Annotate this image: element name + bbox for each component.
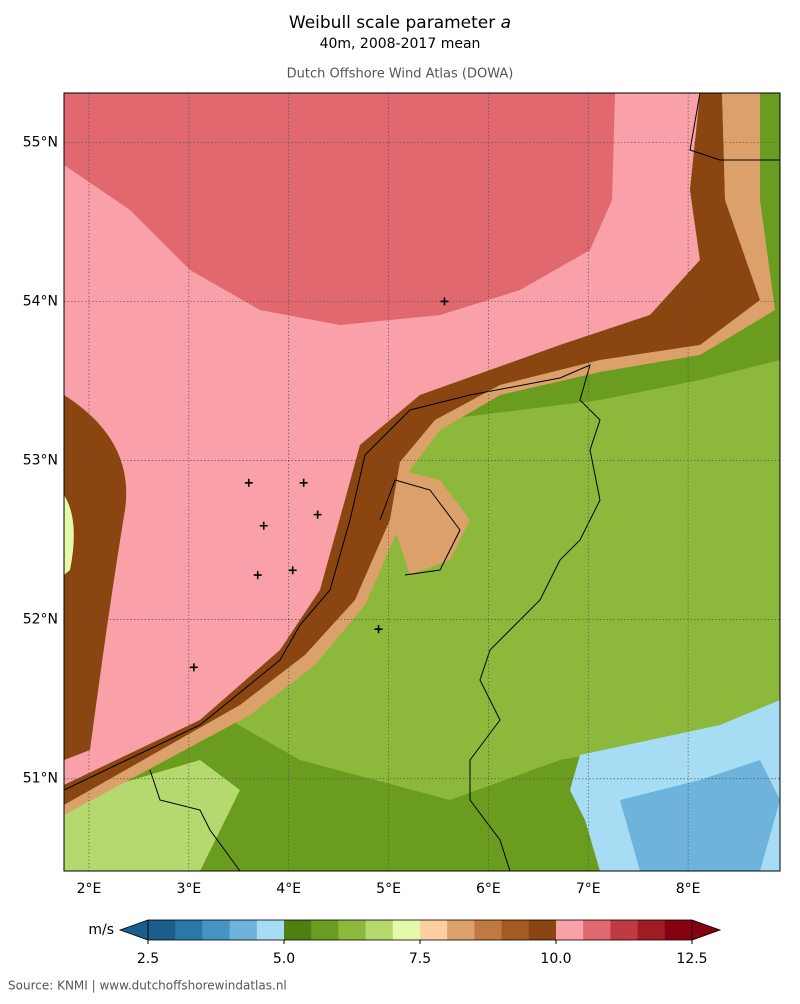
colorbar-tick-label: 5.0 [273, 951, 295, 967]
source-name: Dutch Offshore Wind Atlas (DOWA) [287, 67, 514, 82]
colorbar-segment [664, 920, 693, 940]
colorbar-segment [637, 920, 666, 940]
site-marker [189, 663, 198, 672]
map [64, 93, 780, 871]
x-tick-label: 7°E [576, 881, 601, 897]
grid [64, 93, 780, 871]
colorbar-segment [610, 920, 639, 940]
axes: 2°E 3°E 4°E 5°E 6°E 7°E 8°E 51°N 52°N 53°N 54°N 55°… [23, 134, 701, 897]
colorbar-segment [583, 920, 611, 940]
x-tick-label: 8°E [676, 881, 701, 897]
colorbar-segment [447, 920, 475, 940]
coastal-inner [64, 93, 775, 815]
colorbar-segment [392, 920, 421, 940]
colorbar-segment [202, 920, 231, 940]
title-text: Weibull scale parameter [289, 13, 495, 33]
ijsselmeer [379, 479, 461, 576]
markers [189, 297, 449, 672]
colorbar-segment [420, 920, 448, 940]
colorbar-tick-label: 2.5 [137, 951, 159, 967]
land-light [230, 360, 780, 800]
site-marker [244, 478, 253, 487]
site-marker [253, 571, 262, 580]
colorbar-segment [256, 920, 285, 940]
lake [395, 470, 470, 575]
title: Weibull scale parameter a [289, 13, 511, 33]
colorbar-segment [365, 920, 394, 940]
x-tick-label: 3°E [176, 881, 201, 897]
title-symbol: a [501, 13, 511, 33]
sea-high [64, 93, 615, 325]
site-marker [259, 521, 268, 530]
site-marker [288, 566, 297, 575]
border [149, 769, 241, 871]
site-marker [440, 297, 449, 306]
colorbar-segment [474, 920, 503, 940]
coastline [64, 364, 601, 871]
site-marker [299, 478, 308, 487]
y-tick-label: 53°N [23, 453, 58, 469]
colorbar-segment [311, 920, 339, 940]
colorbar: 2.5 5.0 7.5 10.0 12.5 m/s [88, 919, 722, 967]
y-tick-label: 54°N [23, 293, 58, 309]
colorbar-segment [501, 920, 530, 940]
colorbar-label: m/s [88, 922, 114, 938]
uk-coast [64, 395, 127, 760]
colorbar-extend-low [118, 919, 149, 941]
colorbar-segment [556, 920, 584, 940]
colorbar-segment [284, 920, 312, 940]
high-ground-2 [620, 760, 780, 871]
colorbar-tick-label: 10.0 [540, 951, 571, 967]
x-tick-label: 4°E [276, 881, 301, 897]
y-tick-label: 52°N [23, 612, 58, 628]
x-tick-label: 5°E [376, 881, 401, 897]
colorbar-tick-label: 12.5 [676, 951, 707, 967]
map-frame [63, 92, 781, 872]
subtitle: 40m, 2008-2017 mean [320, 36, 481, 52]
y-tick-label: 51°N [23, 771, 58, 787]
uk-land [64, 495, 74, 575]
coastline-de [689, 93, 780, 161]
footer: Source: KNMI | www.dutchoffshorewindatla… [8, 979, 287, 993]
x-tick-label: 6°E [476, 881, 501, 897]
colorbar-segment [229, 920, 258, 940]
x-tick-label: 2°E [77, 881, 102, 897]
site-marker [313, 510, 322, 519]
y-tick-label: 55°N [23, 134, 58, 150]
colorbar-segment [528, 920, 557, 940]
colorbar-segment [175, 920, 203, 940]
site-marker [374, 625, 383, 634]
colorbar-segment [338, 920, 367, 940]
colorbar-extend-high [691, 919, 722, 941]
colorbar-segment [148, 920, 176, 940]
colorbar-tick-label: 7.5 [409, 951, 431, 967]
